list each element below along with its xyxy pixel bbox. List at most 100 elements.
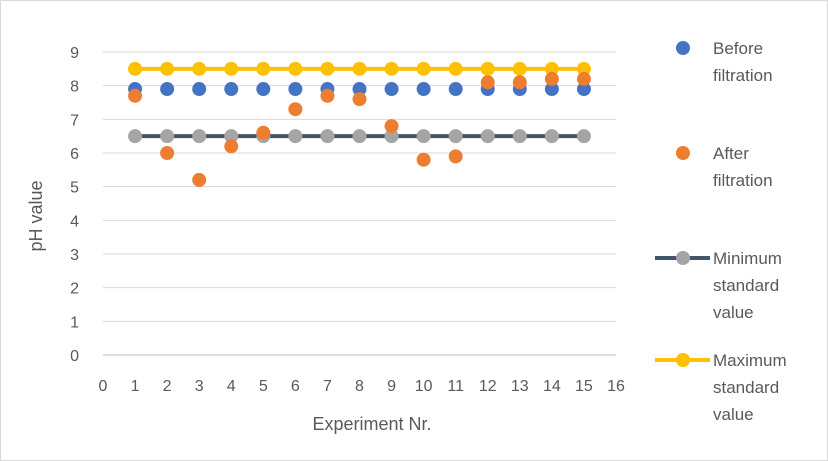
data-point-min <box>160 129 175 144</box>
data-point-min <box>480 129 495 144</box>
y-tick-label: 8 <box>70 79 79 96</box>
y-tick-label: 1 <box>70 314 79 331</box>
y-axis-title: pH value <box>26 180 46 251</box>
x-tick-label: 2 <box>163 378 172 395</box>
data-point-max <box>544 61 559 76</box>
legend-label-before: Before <box>713 39 763 58</box>
data-point-after <box>224 139 239 154</box>
legend-entry-after: After filtration <box>676 144 773 190</box>
data-point-before <box>352 82 367 97</box>
x-tick-label: 1 <box>131 378 140 395</box>
legend: Before filtration After filtration Minimum st… <box>655 39 787 424</box>
legend-label-after: After <box>713 144 749 163</box>
data-point-min <box>192 129 207 144</box>
series-after <box>128 71 591 187</box>
data-point-after <box>288 102 303 117</box>
x-tick-label: 16 <box>607 378 625 395</box>
legend-label-max: Maximum <box>713 351 787 370</box>
data-point-before <box>160 82 175 97</box>
data-point-after <box>128 88 143 103</box>
data-point-max <box>288 61 303 76</box>
x-tick-label: 13 <box>511 378 529 395</box>
data-point-max <box>320 61 335 76</box>
data-point-after <box>512 75 527 90</box>
data-point-min <box>384 129 399 144</box>
x-tick-label: 4 <box>227 378 236 395</box>
x-tick-label: 5 <box>259 378 268 395</box>
data-point-before <box>416 82 431 97</box>
y-tick-label: 6 <box>70 146 79 163</box>
data-point-max <box>224 61 239 76</box>
data-point-max <box>448 61 463 76</box>
y-tick-labels: 0 1 2 3 4 5 6 7 8 9 <box>70 45 79 365</box>
data-point-after <box>544 71 559 86</box>
legend-marker-max <box>676 353 690 367</box>
data-series <box>128 61 591 187</box>
data-point-after <box>352 92 367 107</box>
y-tick-label: 4 <box>70 213 79 230</box>
data-point-after <box>160 146 175 160</box>
data-point-min <box>224 129 239 144</box>
series-max <box>128 61 591 76</box>
data-point-max <box>512 61 527 76</box>
data-point-max <box>128 61 143 76</box>
data-point-max <box>576 61 591 76</box>
x-tick-labels: 0 1 2 3 4 5 6 7 8 9 10 11 12 13 14 15 16 <box>99 378 625 395</box>
data-point-before <box>192 82 207 97</box>
legend-marker-before <box>676 41 690 55</box>
legend-label-min: Minimum <box>713 249 782 268</box>
data-point-after <box>192 172 207 187</box>
data-point-max <box>416 61 431 76</box>
data-point-min <box>288 129 303 144</box>
data-point-before <box>224 82 239 97</box>
data-point-min <box>576 129 591 144</box>
x-tick-label: 6 <box>291 378 300 395</box>
data-point-max <box>480 61 495 76</box>
legend-label-after: filtration <box>713 171 773 190</box>
legend-entry-min: Minimum standard value <box>655 249 782 322</box>
data-point-after <box>320 88 335 103</box>
data-point-after <box>448 149 463 164</box>
data-point-max <box>384 61 399 76</box>
legend-entry-max: Maximum standard value <box>655 351 787 424</box>
x-tick-label: 12 <box>479 378 497 395</box>
data-point-after <box>576 71 591 86</box>
data-point-before <box>576 82 591 97</box>
y-tick-label: 9 <box>70 45 79 62</box>
data-point-before <box>288 82 303 97</box>
data-point-before <box>256 82 271 97</box>
data-point-after <box>480 75 495 90</box>
data-point-after <box>416 152 431 167</box>
x-axis-title: Experiment Nr. <box>312 414 431 434</box>
x-tick-label: 7 <box>323 378 332 395</box>
x-tick-label: 11 <box>447 378 464 395</box>
x-tick-label: 14 <box>543 378 561 395</box>
legend-marker-after <box>676 146 690 160</box>
data-point-min <box>448 129 463 144</box>
legend-label-max: standard <box>713 378 779 397</box>
legend-label-before: filtration <box>713 66 773 85</box>
data-point-max <box>352 61 367 76</box>
x-tick-label: 10 <box>415 378 433 395</box>
legend-label-min: standard <box>713 276 779 295</box>
y-tick-label: 3 <box>70 247 79 264</box>
x-tick-label: 9 <box>387 378 396 395</box>
data-point-after <box>384 119 399 134</box>
x-tick-label: 15 <box>575 378 593 395</box>
data-point-min <box>320 129 335 144</box>
gridlines <box>103 51 616 322</box>
y-tick-label: 7 <box>70 112 79 129</box>
y-tick-label: 0 <box>70 348 79 365</box>
y-tick-label: 2 <box>70 281 79 298</box>
data-point-min <box>352 129 367 144</box>
data-point-before <box>448 82 463 97</box>
x-tick-label: 0 <box>99 378 108 395</box>
legend-label-max: value <box>713 405 754 424</box>
data-point-max <box>160 61 175 76</box>
data-point-before <box>384 82 399 97</box>
data-point-max <box>192 61 207 76</box>
data-point-min <box>416 129 431 144</box>
data-point-min <box>128 129 143 144</box>
